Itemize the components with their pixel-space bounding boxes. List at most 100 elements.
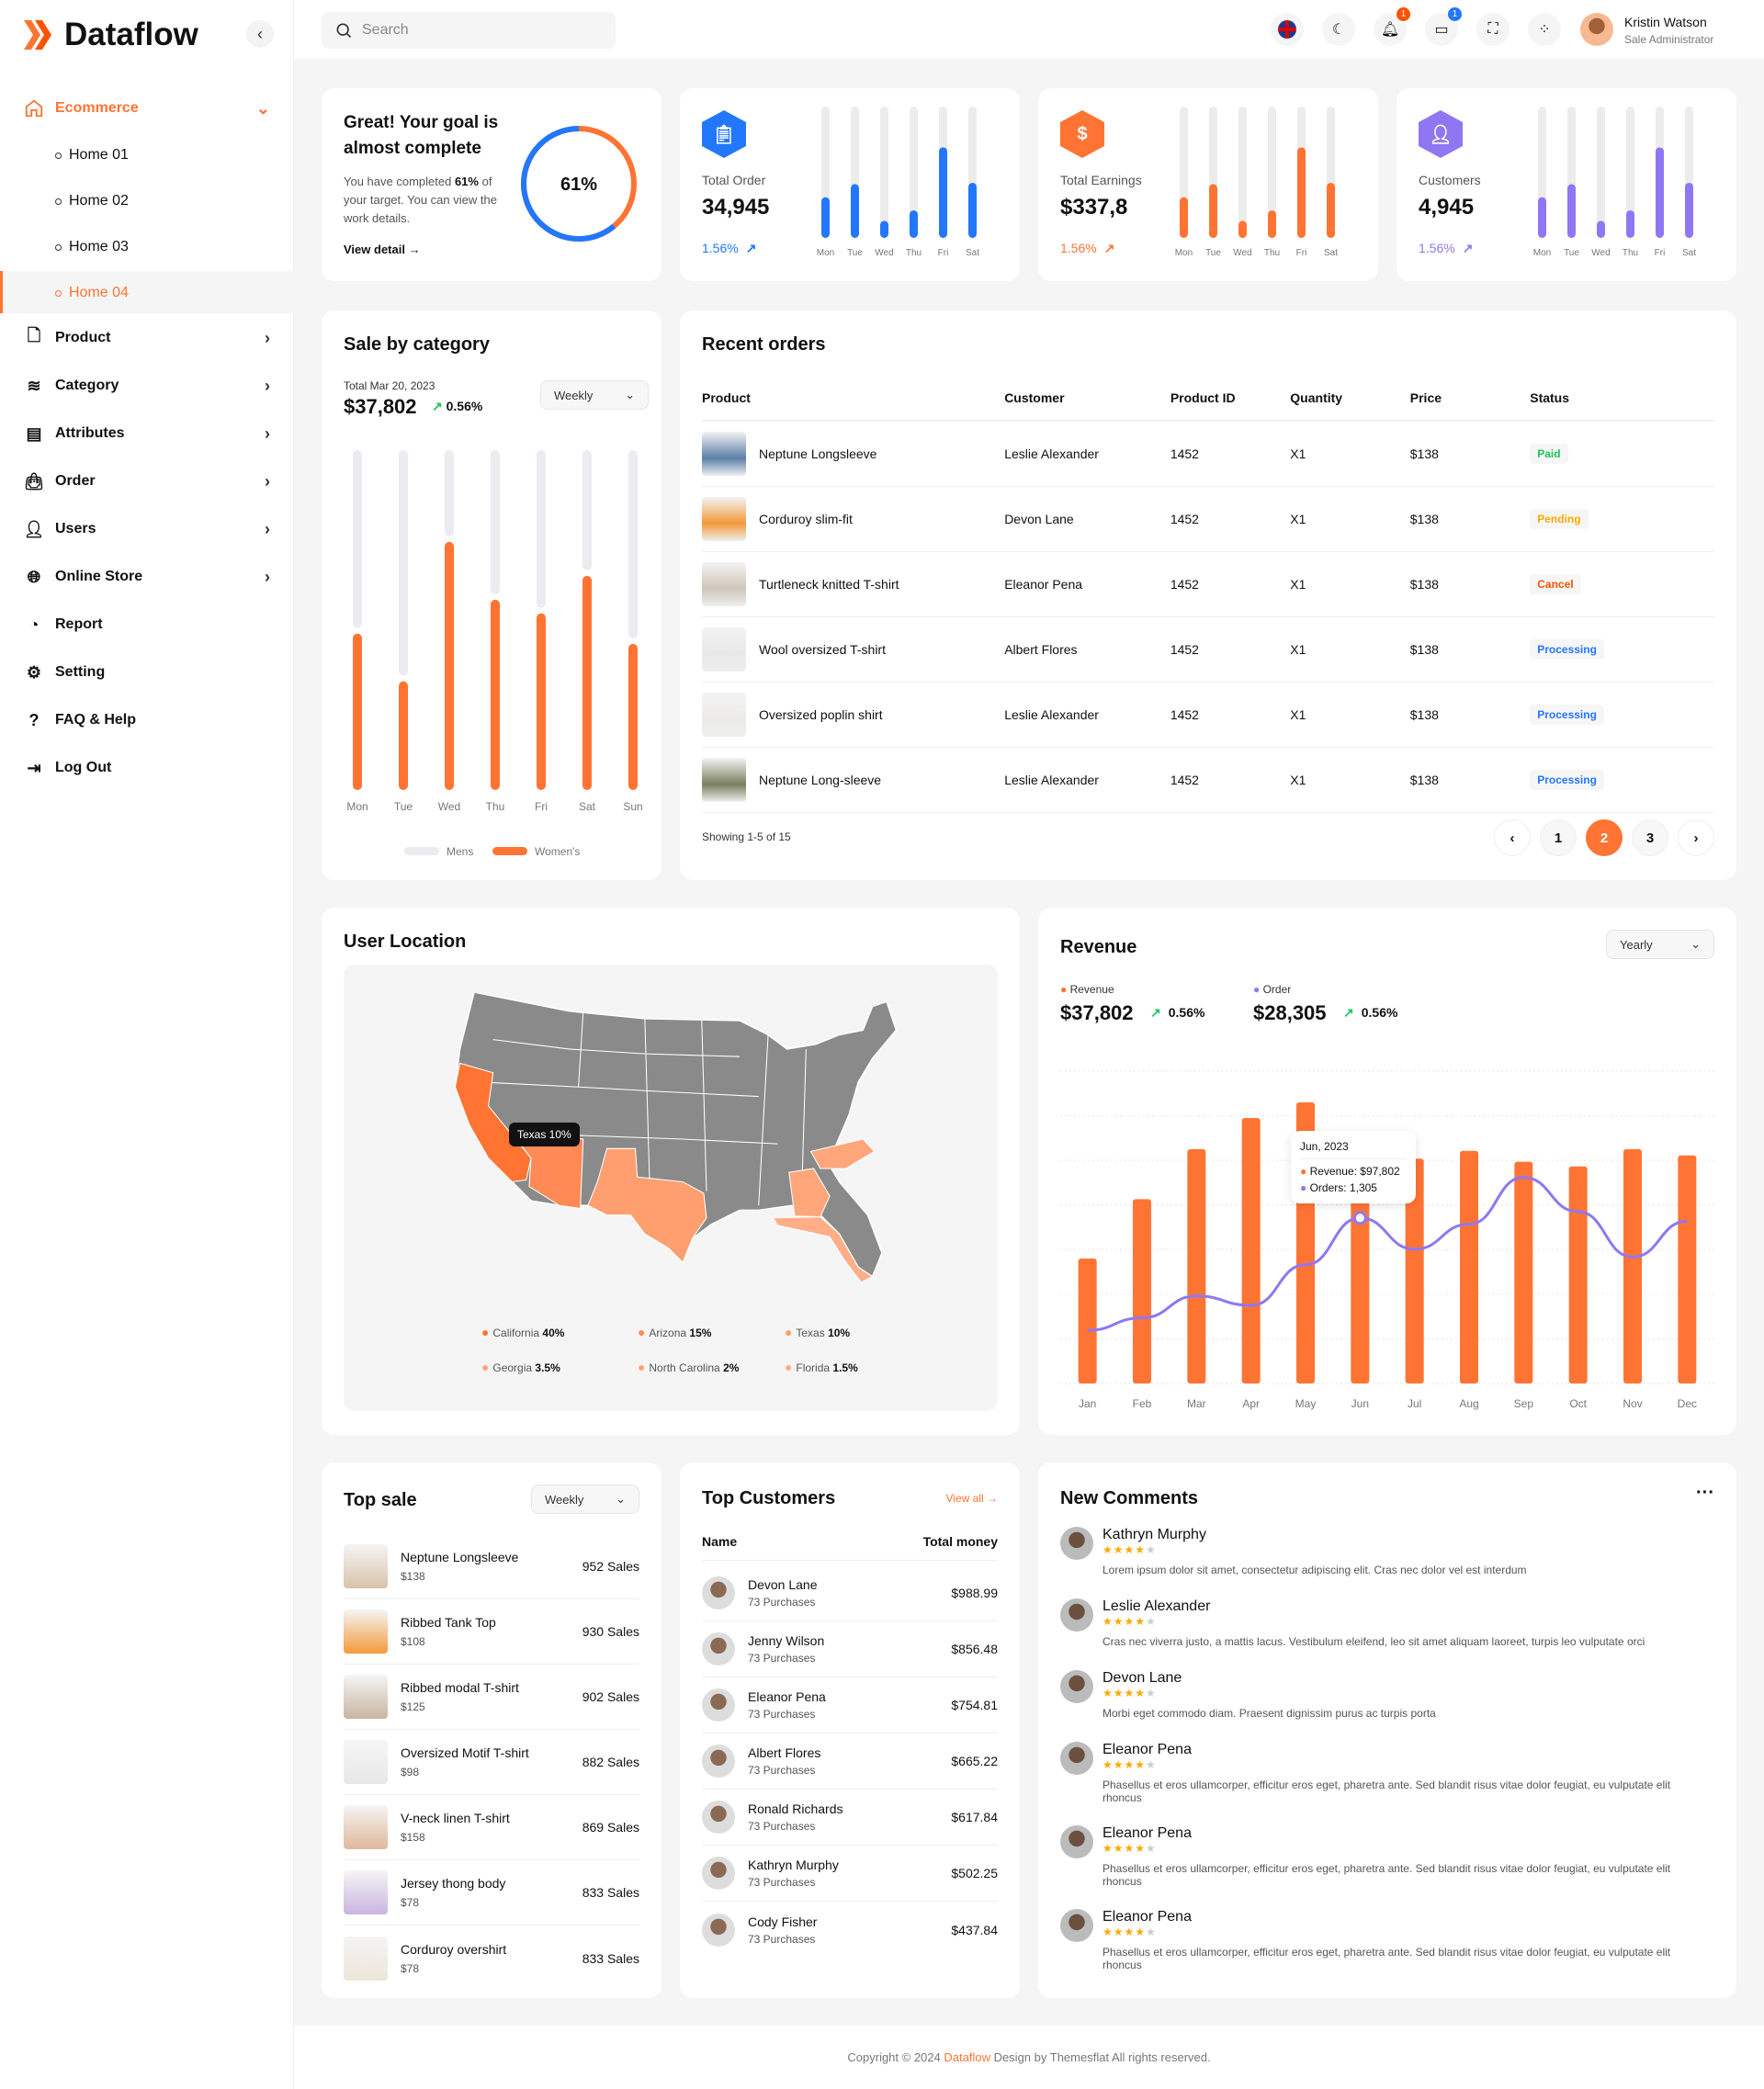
comment-text: Phasellus et eros ullamcorper, efficitur… xyxy=(1102,1778,1671,1804)
table-row[interactable]: Turtleneck knitted T-shirt Eleanor Pena 14… xyxy=(702,551,1714,616)
view-all-link[interactable]: View all → xyxy=(946,1492,998,1505)
sales-count: 882 Sales xyxy=(582,1755,639,1769)
dark-mode-toggle[interactable]: ☾ xyxy=(1322,13,1355,46)
prev-page-button[interactable]: ‹ xyxy=(1494,819,1531,856)
list-item[interactable]: Ronald Richards 73 Purchases $617.84 xyxy=(702,1790,998,1846)
table-row[interactable]: Neptune Longsleeve Leslie Alexander 1452 X1… xyxy=(702,421,1714,486)
sidebar-item-log-out[interactable]: ⇥ Log Out xyxy=(0,745,294,791)
page-2-button[interactable]: 2 xyxy=(1586,819,1623,856)
x-tick-label: Sep xyxy=(1514,1397,1534,1410)
list-item[interactable]: Devon Lane 73 Purchases $988.99 xyxy=(702,1565,998,1621)
list-item[interactable]: Jersey thong body $78 833 Sales xyxy=(344,1860,639,1925)
period-dropdown[interactable]: Yearly ⌄ xyxy=(1606,930,1714,959)
logo[interactable]: Dataflow xyxy=(22,17,198,53)
cell-id: 1452 xyxy=(1170,511,1199,526)
sidebar-item-users[interactable]: 👤︎ Users › xyxy=(0,506,294,552)
list-item[interactable]: Eleanor Pena 73 Purchases $754.81 xyxy=(702,1677,998,1733)
status-badge: Paid xyxy=(1530,443,1568,464)
page-1-button[interactable]: 1 xyxy=(1540,819,1577,856)
list-item[interactable]: V-neck linen T-shirt $158 869 Sales xyxy=(344,1795,639,1860)
cell-price: $138 xyxy=(1409,641,1439,657)
user-location-card: User Location Texas 10% ● California 40%… xyxy=(322,908,1020,1435)
sidebar-item-online-store[interactable]: 🌐︎ Online Store › xyxy=(0,554,294,600)
orders-table: Product Customer Product ID Quantity Price St… xyxy=(702,375,1714,813)
sidebar-item-label: Order xyxy=(55,473,96,489)
list-item[interactable]: Oversized Motif T-shirt $98 882 Sales xyxy=(344,1730,639,1795)
state-florida[interactable] xyxy=(772,1216,874,1283)
day-label: Thu xyxy=(1264,248,1280,258)
list-item[interactable]: Kathryn Murphy 73 Purchases $502.25 xyxy=(702,1846,998,1902)
list-item[interactable]: Corduroy overshirt $78 833 Sales xyxy=(344,1925,639,1991)
orders-point-jun[interactable] xyxy=(1352,1211,1367,1225)
notifications-button[interactable]: 🔔︎ 1 xyxy=(1374,7,1410,46)
fullscreen-icon: ⛶ xyxy=(1487,21,1498,37)
table-row[interactable]: Neptune Long-sleeve Leslie Alexander 1452 X… xyxy=(702,747,1714,812)
period-dropdown[interactable]: Weekly ⌄ xyxy=(531,1485,639,1514)
layers-icon: ≋ xyxy=(27,376,41,395)
table-row[interactable]: Corduroy slim-fit Devon Lane 1452 X1 $138 Pen… xyxy=(702,486,1714,551)
sidebar-item-faq-help[interactable]: ? FAQ & Help xyxy=(0,697,294,743)
sidebar-subitem-home-02[interactable]: Home 02 xyxy=(55,183,129,220)
avatar xyxy=(702,1576,735,1609)
table-row[interactable]: Oversized poplin shirt Leslie Alexander 14… xyxy=(702,682,1714,747)
day-label: Sat xyxy=(966,248,979,258)
avatar[interactable] xyxy=(1580,13,1613,46)
bar-track xyxy=(880,107,888,238)
sidebar-item-attributes[interactable]: ▤ Attributes › xyxy=(0,411,294,457)
dollar-icon: $ xyxy=(1060,110,1104,158)
sidebar-subitem-home-03[interactable]: Home 03 xyxy=(55,229,129,265)
more-options-icon[interactable]: ··· xyxy=(1696,1483,1714,1503)
language-button[interactable] xyxy=(1271,13,1304,46)
product-image xyxy=(702,692,746,737)
view-detail-link[interactable]: View detail → xyxy=(344,243,421,256)
table-row[interactable]: Wool oversized T-shirt Albert Flores 1452 X… xyxy=(702,616,1714,682)
sidebar-subitem-home-04[interactable]: Home 04 xyxy=(55,275,129,311)
fullscreen-button[interactable]: ⛶ xyxy=(1476,13,1510,46)
list-item[interactable]: Neptune Longsleeve $138 952 Sales xyxy=(344,1534,639,1599)
rating-stars: ★★★★★ xyxy=(1102,1687,1157,1699)
product-price: $158 xyxy=(401,1831,425,1844)
state-texas[interactable] xyxy=(587,1147,707,1264)
state-arizona[interactable] xyxy=(521,1132,584,1209)
total-money: $988.99 xyxy=(951,1586,998,1600)
sidebar-item-setting[interactable]: ⚙ Setting xyxy=(0,649,294,695)
purchase-count: 73 Purchases xyxy=(748,1932,816,1946)
message-badge: 1 xyxy=(1448,7,1462,21)
sidebar-item-product[interactable]: 🗋 Product › xyxy=(0,315,294,361)
legend-item-arizona: ● Arizona 15% xyxy=(638,1325,785,1339)
list-item[interactable]: Ribbed Tank Top $108 930 Sales xyxy=(344,1599,639,1665)
sidebar-item-category[interactable]: ≋ Category › xyxy=(0,363,294,409)
list-item[interactable]: Ribbed modal T-shirt $125 902 Sales xyxy=(344,1665,639,1730)
sidebar-item-order[interactable]: 👜︎ Order › xyxy=(0,458,294,504)
stat-value: 34,945 xyxy=(702,195,770,220)
progress-arc xyxy=(521,126,637,242)
sidebar-subitem-home-01[interactable]: Home 01 xyxy=(55,137,129,174)
sidebar-item-report[interactable]: ◔ Report xyxy=(0,602,294,648)
collapse-sidebar-button[interactable]: ‹ xyxy=(246,20,274,48)
next-page-button[interactable]: › xyxy=(1678,819,1714,856)
list-item[interactable]: Albert Flores 73 Purchases $665.22 xyxy=(702,1733,998,1790)
rating-stars: ★★★★★ xyxy=(1102,1543,1157,1556)
state-california[interactable] xyxy=(454,1062,532,1182)
chevron-down-icon: ⌄ xyxy=(255,98,270,118)
chevron-right-icon: › xyxy=(265,376,270,395)
kpi-label-text: Order xyxy=(1262,983,1292,996)
apps-button[interactable]: ⁘ xyxy=(1528,13,1561,46)
page-3-button[interactable]: 3 xyxy=(1632,819,1668,856)
footer-brand-link[interactable]: Dataflow xyxy=(944,2050,990,2064)
state-georgia[interactable] xyxy=(788,1168,831,1218)
legend-state: Florida xyxy=(796,1361,831,1374)
product-image xyxy=(702,561,746,606)
search-input[interactable]: Search xyxy=(322,12,616,49)
status-badge: Processing xyxy=(1530,638,1604,660)
logo-icon xyxy=(24,20,51,50)
period-dropdown[interactable]: Weekly ⌄ xyxy=(540,380,649,410)
list-item[interactable]: Jenny Wilson 73 Purchases $856.48 xyxy=(702,1621,998,1677)
messages-button[interactable]: ▭ 1 xyxy=(1425,7,1462,46)
state-north-carolina[interactable] xyxy=(809,1138,876,1169)
x-tick-label: Jun xyxy=(1351,1397,1369,1410)
sidebar-item-ecommerce[interactable]: Ecommerce ⌄ xyxy=(0,85,294,131)
list-item[interactable]: Cody Fisher 73 Purchases $437.84 xyxy=(702,1902,998,1958)
tooltip-orders: ● Orders: 1,305 xyxy=(1300,1181,1377,1194)
